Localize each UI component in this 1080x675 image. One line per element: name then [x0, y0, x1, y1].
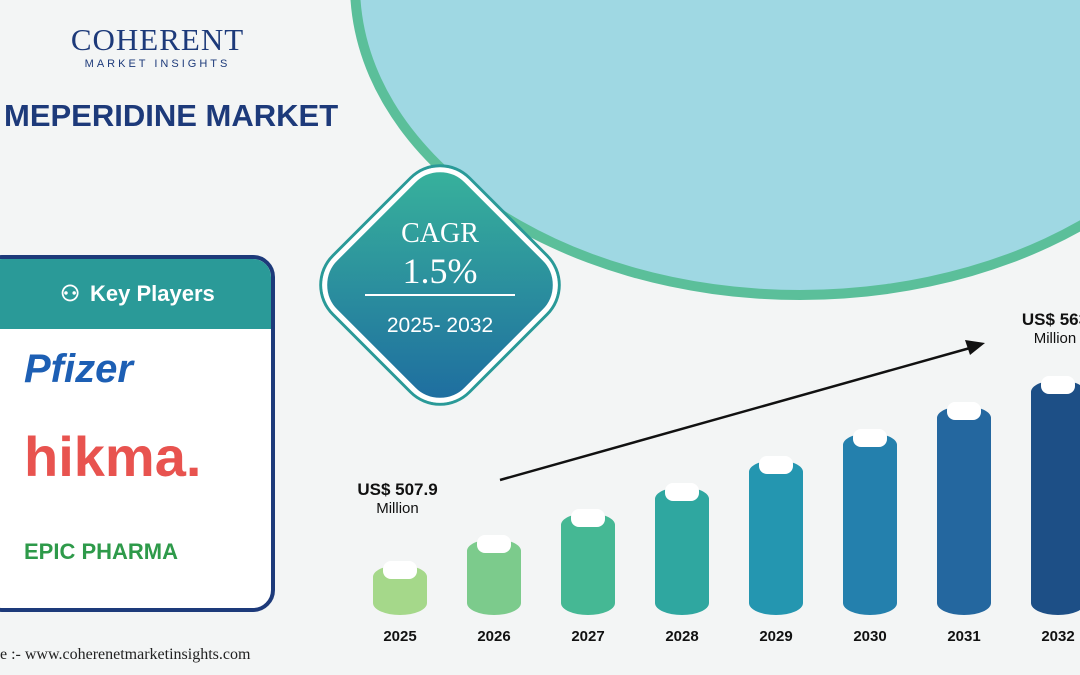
- key-players-heading: Key Players: [89, 281, 215, 306]
- cagr-value: 1.5%: [402, 251, 478, 291]
- year-label: 2031: [947, 628, 981, 645]
- bar-2032: [1031, 380, 1080, 615]
- key-players-panel: ⚇ Key Players Pfizer hikma. EPIC PHARMA: [0, 255, 275, 612]
- pill-cap: [853, 429, 887, 448]
- bar-2031: [937, 405, 991, 615]
- bar-2030: [843, 433, 897, 615]
- bar-2027: [561, 513, 615, 615]
- pill-cap: [383, 561, 417, 579]
- year-label: 2028: [665, 628, 699, 645]
- year-label: 2032: [1041, 628, 1075, 645]
- player-hikma: hikma.: [24, 425, 202, 488]
- pill-cap: [477, 535, 511, 554]
- bar-2028: [655, 487, 709, 615]
- cagr-label: CAGR: [401, 218, 479, 249]
- year-label: 2026: [477, 628, 511, 645]
- bar-2029: [749, 460, 803, 615]
- brand-tagline: MARKET INSIGHTS: [84, 58, 231, 70]
- cagr-period: 2025- 2032: [386, 314, 494, 337]
- key-players-header: ⚇ Key Players: [0, 259, 271, 329]
- brand-name: COHERENT: [70, 22, 245, 57]
- label-2025: US$ 507.9 Million: [357, 480, 438, 517]
- arrow-icon: [365, 294, 515, 300]
- pill-cap: [1041, 376, 1075, 394]
- pill-cap: [665, 483, 699, 502]
- year-label: 2030: [853, 628, 887, 645]
- player-pfizer: Pfizer: [24, 347, 133, 391]
- handshake-icon: ⚇: [60, 281, 80, 306]
- pill-cap: [947, 401, 981, 420]
- page-title: MEPERIDINE MARKET: [4, 98, 339, 133]
- year-label: 2027: [571, 628, 605, 645]
- source-text: e :- www.coherenetmarketinsights.com: [0, 646, 251, 663]
- pill-cap: [571, 509, 605, 528]
- year-label: 2029: [759, 628, 793, 645]
- year-label: 2025: [383, 628, 417, 645]
- pill-cap: [759, 456, 793, 475]
- player-epic-pharma: EPIC PHARMA: [24, 539, 179, 564]
- brand-logo: COHERENT MARKET INSIGHTS: [55, 22, 260, 70]
- label-2032: US$ 563Million: [1021, 310, 1080, 347]
